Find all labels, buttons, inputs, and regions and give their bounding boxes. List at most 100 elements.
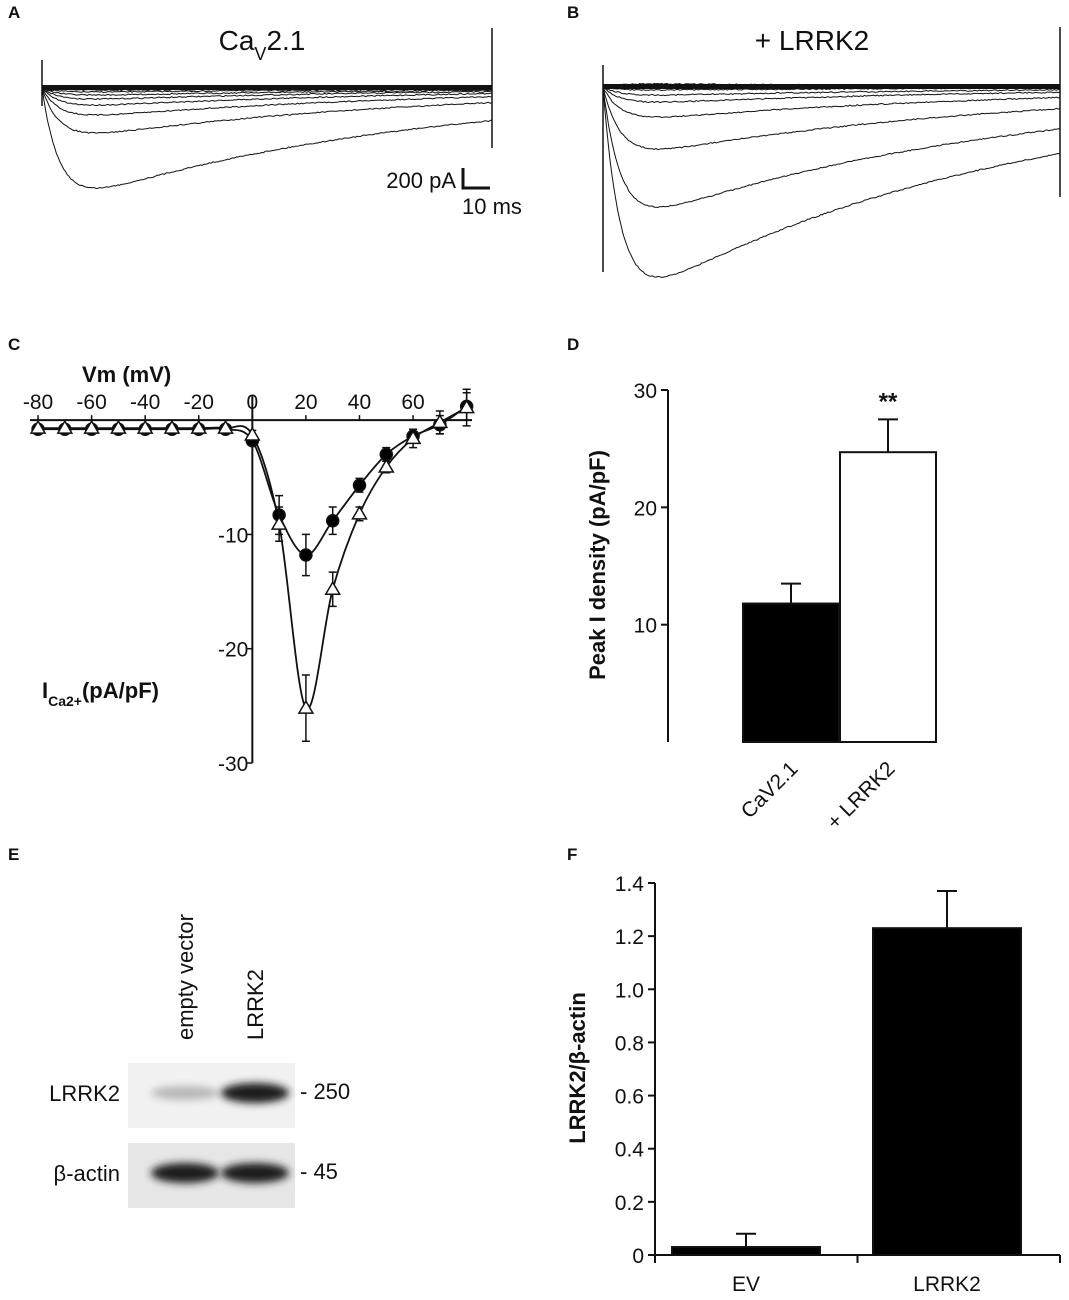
bar	[671, 1246, 821, 1256]
y-tick-label: -10	[218, 524, 248, 547]
x-tick-label: -40	[130, 391, 160, 414]
data-point	[190, 419, 208, 434]
data-point	[404, 429, 422, 445]
scale-bar	[461, 168, 490, 190]
x-tick-label: + LRRK2	[823, 757, 900, 834]
significance: **	[879, 388, 898, 415]
x-tick-label: 60	[401, 391, 424, 414]
panel-letter: F	[567, 845, 577, 864]
error-bar	[781, 582, 801, 604]
y-tick-label: 1.4	[615, 873, 645, 896]
text-part: I	[42, 678, 48, 703]
current-trace	[602, 87, 1061, 279]
x-tick-label: 20	[294, 391, 317, 414]
current-trace	[602, 87, 1061, 97]
y-tick-label: 0.4	[615, 1139, 645, 1162]
x-tick-label: -80	[23, 391, 53, 414]
panel-letter: A	[8, 3, 20, 22]
blot-band	[221, 1163, 289, 1183]
data-point	[29, 419, 47, 434]
y-axis-label: Peak I density (pA/pF)	[585, 450, 610, 680]
current-trace	[41, 87, 493, 134]
text-part: (pA/pF)	[82, 678, 159, 703]
y-tick-label: 30	[634, 380, 657, 403]
bar	[742, 602, 840, 744]
panel-title: + LRRK2	[755, 25, 869, 56]
data-point	[217, 419, 234, 434]
x-tick-label: 40	[348, 391, 371, 414]
data-point	[297, 699, 315, 714]
panel-letter: D	[567, 335, 579, 354]
scale-bar-label: 10 ms	[462, 194, 522, 219]
current-trace	[602, 86, 1061, 119]
y-tick-label: -20	[218, 639, 248, 662]
x-axis-label: Vm (mV)	[82, 362, 171, 387]
thick-baseline	[42, 85, 492, 90]
size-marker: - 45	[300, 1159, 338, 1184]
current-trace	[41, 87, 493, 107]
data-point	[325, 513, 340, 528]
blot-band	[221, 1083, 289, 1103]
thick-baseline	[603, 84, 1060, 89]
y-tick-label: 10	[634, 615, 657, 638]
current-trace	[41, 87, 493, 101]
text-part: V	[254, 44, 266, 64]
current-trace	[41, 87, 493, 190]
data-point	[244, 426, 261, 441]
y-tick-label: 0.6	[615, 1086, 644, 1109]
y-axis-label: ICa2+(pA/pF)	[42, 678, 159, 709]
x-tick-label: -20	[184, 391, 214, 414]
data-point	[377, 458, 395, 473]
y-tick-label: 0.2	[615, 1192, 644, 1215]
data-point	[352, 478, 367, 493]
panel-title: CaV2.1	[219, 25, 306, 64]
data-point	[458, 399, 475, 414]
data-point	[83, 419, 100, 434]
data-point	[270, 515, 288, 530]
data-point	[110, 419, 127, 434]
x-tick-label: LRRK2	[913, 1273, 981, 1296]
y-tick-label: -30	[218, 753, 248, 776]
panel-letter: C	[8, 335, 20, 354]
lane-label: LRRK2	[243, 969, 268, 1040]
data-point	[56, 419, 74, 434]
x-tick-label: CaV2.1	[737, 757, 803, 823]
y-tick-label: 1.2	[615, 926, 644, 949]
text-part: 2.1	[266, 25, 305, 56]
blot-band	[151, 1086, 219, 1100]
y-tick-label: 20	[634, 497, 657, 520]
y-tick-label: 0.8	[615, 1032, 644, 1055]
data-point	[136, 419, 154, 434]
text-part: Ca	[219, 25, 255, 56]
y-tick-label: 1.0	[615, 979, 644, 1002]
scale-bar-label: 200 pA	[386, 168, 456, 193]
error-bar	[937, 889, 957, 929]
y-tick-label: 0	[632, 1245, 644, 1268]
data-point	[351, 505, 368, 520]
current-trace	[41, 87, 493, 97]
panel-letter: E	[8, 845, 19, 864]
error-bar	[878, 418, 898, 453]
data-point	[299, 548, 313, 562]
current-trace	[602, 86, 1061, 151]
blot-band	[151, 1163, 219, 1183]
bar	[839, 451, 937, 743]
text-part: + LRRK2	[755, 25, 869, 56]
text-part: Ca2+	[48, 693, 82, 709]
current-trace	[602, 86, 1061, 209]
data-point	[163, 419, 181, 434]
lane-label: empty vector	[173, 914, 198, 1040]
x-tick-label: EV	[732, 1273, 760, 1296]
current-trace	[602, 87, 1061, 104]
panel-letter: B	[567, 3, 579, 22]
x-tick-label: -60	[76, 391, 106, 414]
current-trace	[41, 87, 493, 116]
size-marker: - 250	[300, 1079, 350, 1104]
bar	[872, 927, 1022, 1257]
data-point	[324, 580, 342, 596]
row-label: β-actin	[54, 1161, 120, 1186]
y-axis-label: LRRK2/β-actin	[565, 992, 590, 1144]
row-label: LRRK2	[49, 1081, 120, 1106]
data-point	[431, 413, 449, 429]
